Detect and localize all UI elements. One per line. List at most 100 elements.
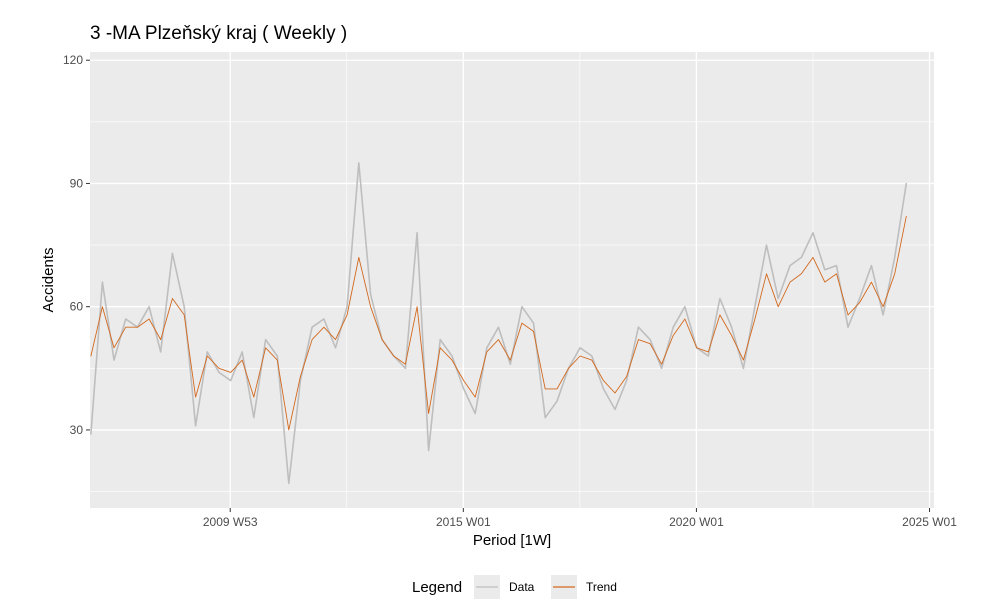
trend-point	[544, 388, 546, 390]
trend-point	[183, 314, 185, 316]
data-point	[614, 409, 616, 411]
legend-label-trend: Trend	[586, 580, 617, 594]
data-point	[311, 326, 313, 328]
trend-point	[160, 339, 162, 341]
x-axis: 2009 W53 2015 W01 2020 W01 2025 W01	[203, 508, 957, 529]
data-point	[789, 265, 791, 267]
data-point	[230, 380, 232, 382]
grid-major	[90, 52, 934, 508]
trend-point	[649, 343, 651, 345]
data-point	[486, 347, 488, 349]
data-point	[102, 281, 104, 283]
trend-point	[311, 339, 313, 341]
trend-point	[777, 306, 779, 308]
y-tick-label: 30	[70, 423, 84, 437]
data-point	[859, 298, 861, 300]
data-point	[766, 244, 768, 246]
trend-point	[696, 347, 698, 349]
trend-point	[277, 359, 279, 361]
data-point	[195, 425, 197, 427]
trend-point	[416, 306, 418, 308]
trend-point	[579, 355, 581, 357]
trend-point	[626, 376, 628, 378]
data-point	[370, 294, 372, 296]
trend-point	[346, 314, 348, 316]
trend-point	[335, 339, 337, 341]
trend-point	[405, 363, 407, 365]
trend-point	[393, 355, 395, 357]
trend-point	[323, 326, 325, 328]
data-point	[824, 269, 826, 271]
data-point	[265, 339, 267, 341]
trend-point	[230, 372, 232, 374]
trend-point	[801, 273, 803, 275]
trend-point	[90, 355, 92, 357]
trend-point	[533, 331, 535, 333]
data-point	[439, 339, 441, 341]
trend-point	[684, 318, 686, 320]
data-point	[603, 388, 605, 390]
y-axis-title: Accidents	[40, 247, 57, 312]
data-point	[906, 183, 908, 185]
data-point	[684, 306, 686, 308]
trend-point	[556, 388, 558, 390]
trend-point	[824, 281, 826, 283]
data-point	[672, 326, 674, 328]
trend-point	[719, 314, 721, 316]
data-point	[510, 363, 512, 365]
data-point	[894, 257, 896, 259]
trend-point	[451, 359, 453, 361]
data-point	[416, 232, 418, 234]
trend-point	[812, 257, 814, 259]
chart-title: 3 -MA Plzeňský kraj ( Weekly )	[90, 23, 347, 44]
trend-point	[568, 368, 570, 370]
trend-point	[428, 413, 430, 415]
data-point	[882, 314, 884, 316]
y-tick-label: 120	[63, 53, 83, 67]
data-point	[346, 306, 348, 308]
trend-point	[847, 314, 849, 316]
data-point	[428, 450, 430, 452]
data-point	[719, 298, 721, 300]
data-point	[591, 355, 593, 357]
data-point	[544, 417, 546, 419]
data-point	[649, 339, 651, 341]
data-point	[113, 359, 115, 361]
trend-point	[521, 322, 523, 324]
trend-point	[113, 347, 115, 349]
trend-point	[871, 281, 873, 283]
y-axis: 30 60 90 120	[63, 53, 90, 437]
x-tick-label: 2020 W01	[669, 515, 724, 529]
data-point	[207, 351, 209, 353]
trend-point	[882, 306, 884, 308]
trend-point	[591, 359, 593, 361]
trend-point	[486, 351, 488, 353]
trend-series-line	[90, 215, 907, 431]
trend-point	[370, 306, 372, 308]
y-tick-label: 60	[70, 300, 84, 314]
data-point	[288, 483, 290, 485]
trend-point	[638, 339, 640, 341]
trend-point	[102, 306, 104, 308]
data-point	[253, 417, 255, 419]
data-point	[847, 326, 849, 328]
trend-point	[510, 359, 512, 361]
trend-point	[300, 376, 302, 378]
data-point	[801, 257, 803, 259]
data-point	[731, 326, 733, 328]
data-point	[451, 355, 453, 357]
data-point	[405, 368, 407, 370]
data-point	[777, 298, 779, 300]
legend-label-data: Data	[509, 580, 535, 594]
data-point	[638, 326, 640, 328]
trend-point	[172, 298, 174, 300]
data-point	[661, 368, 663, 370]
data-point	[277, 355, 279, 357]
y-tick-label: 90	[70, 176, 84, 190]
trend-point	[731, 335, 733, 337]
trend-point	[381, 339, 383, 341]
data-point	[474, 413, 476, 415]
trend-point	[708, 351, 710, 353]
trend-point	[253, 396, 255, 398]
data-point	[579, 347, 581, 349]
